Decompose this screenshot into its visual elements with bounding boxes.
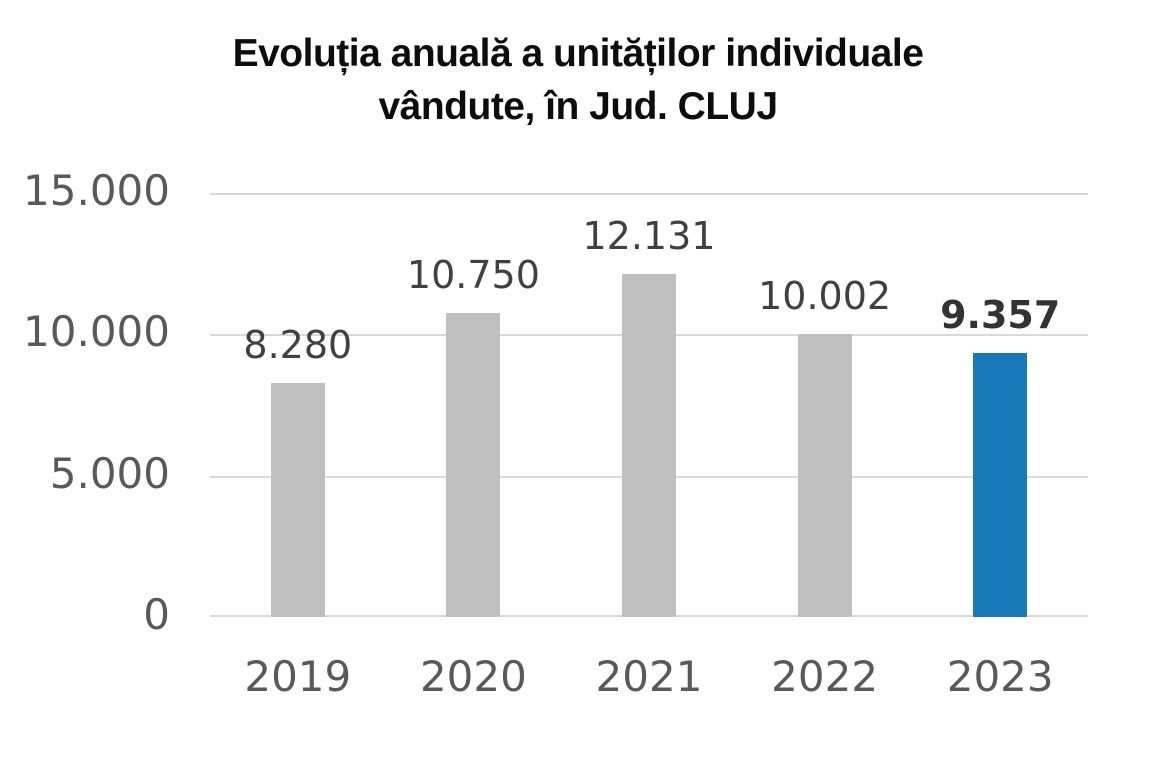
x-axis-label-2023: 2023 (946, 652, 1054, 701)
bar-value-label-2020: 10.750 (406, 253, 540, 298)
bar-slot-2020: 10.750 (386, 193, 562, 617)
x-axis: 2019 2020 2021 2022 2023 (210, 652, 1088, 704)
bar-value-label-2023: 9.357 (940, 292, 1061, 337)
bar-2019 (270, 382, 325, 617)
bar-slot-2022: 10.002 (737, 193, 913, 617)
y-axis-tick-label: 5.000 (49, 448, 170, 498)
chart-title: Evoluția anuală a unităților individuale… (232, 32, 924, 128)
bar-value-label-2022: 10.002 (758, 274, 892, 319)
bar-2023 (973, 352, 1028, 617)
bar-slot-2023: 9.357 (912, 193, 1088, 617)
gridline (210, 193, 1088, 195)
x-axis-label-2021: 2021 (595, 652, 703, 701)
x-axis-label-2020: 2020 (419, 652, 527, 701)
y-axis-tick-label: 15.000 (23, 166, 170, 215)
bar-slot-2019: 8.280 (210, 193, 386, 617)
bar-slot-2021: 12.131 (561, 193, 737, 617)
bar-2021 (621, 274, 676, 617)
y-axis: 15.000 10.000 5.000 0 (0, 0, 170, 762)
x-axis-label-2022: 2022 (771, 652, 879, 701)
bar-value-label-2019: 8.280 (243, 322, 353, 367)
y-axis-tick-label: 10.000 (23, 307, 170, 357)
y-axis-tick-label: 0 (143, 590, 170, 639)
bar-value-label-2021: 12.131 (582, 214, 716, 259)
bar-2020 (446, 313, 501, 617)
plot-area: 8.280 10.750 12.131 10.002 9.357 (210, 193, 1088, 617)
bar-2022 (797, 334, 852, 617)
x-axis-label-2019: 2019 (244, 652, 352, 701)
